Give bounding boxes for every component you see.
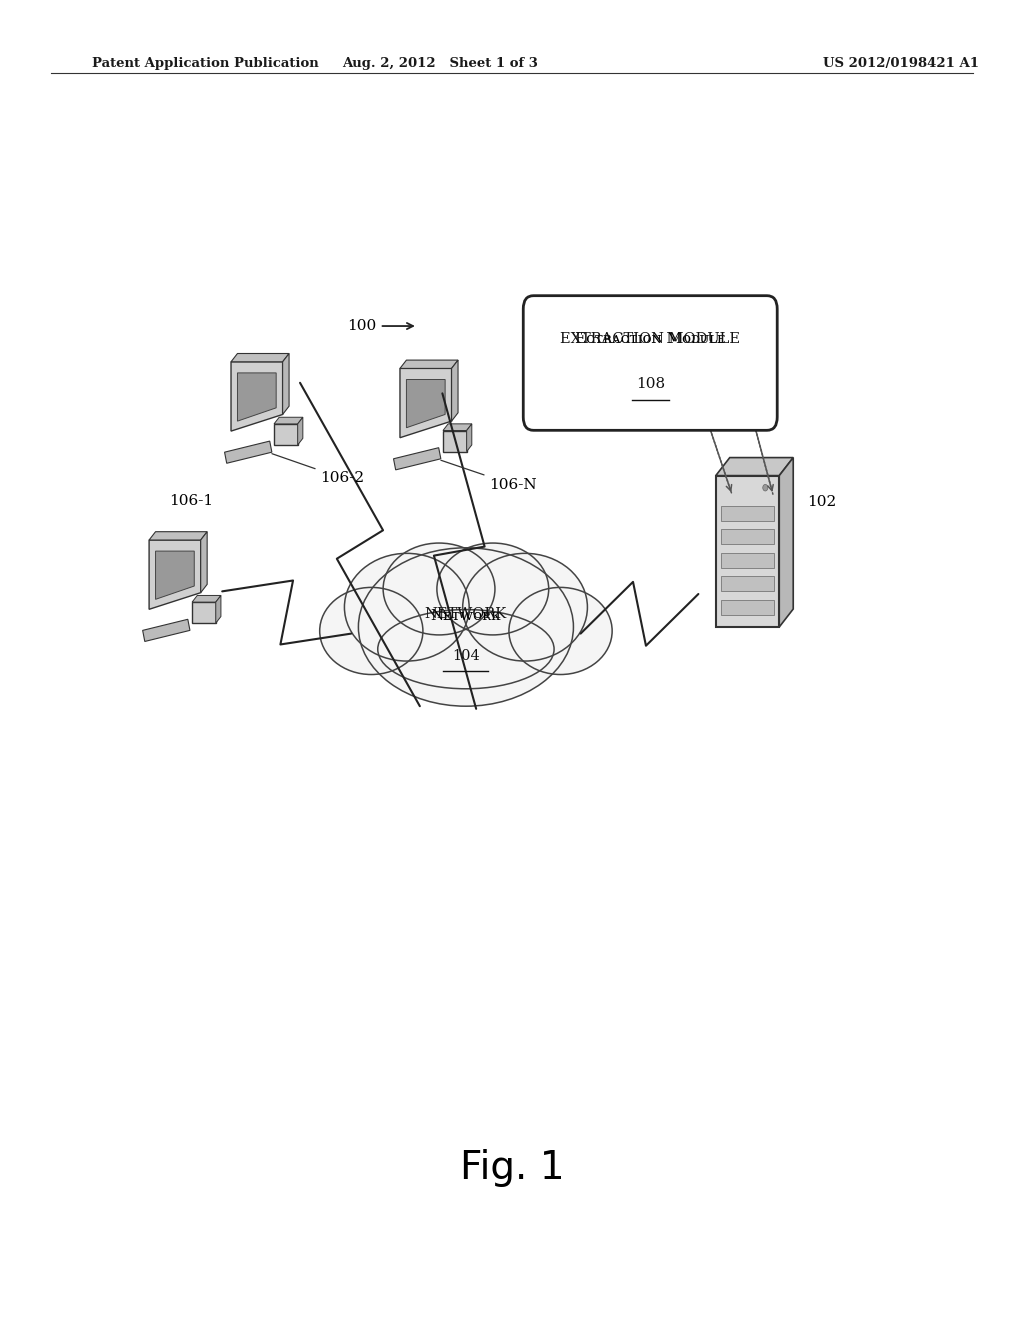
Text: Eᴄᴛʀᴀᴄᴛɪᴏɴ Mᴏᴅᴜʟᴇ: Eᴄᴛʀᴀᴄᴛɪᴏɴ Mᴏᴅᴜʟᴇ xyxy=(575,333,725,346)
Polygon shape xyxy=(231,362,283,432)
Text: 106-N: 106-N xyxy=(441,461,538,492)
Ellipse shape xyxy=(361,550,570,704)
Text: 106-1: 106-1 xyxy=(169,494,213,508)
Polygon shape xyxy=(779,458,794,627)
Text: NETWORK: NETWORK xyxy=(425,607,507,620)
Ellipse shape xyxy=(385,544,494,634)
Bar xyxy=(193,602,216,623)
Polygon shape xyxy=(467,424,472,451)
FancyBboxPatch shape xyxy=(523,296,777,430)
Bar xyxy=(716,475,779,627)
Ellipse shape xyxy=(511,589,610,673)
Polygon shape xyxy=(201,532,207,593)
Circle shape xyxy=(763,484,768,491)
Text: EXTRACTION MODULE: EXTRACTION MODULE xyxy=(560,333,740,346)
Polygon shape xyxy=(156,552,195,599)
Polygon shape xyxy=(407,380,445,428)
Ellipse shape xyxy=(383,543,495,635)
Polygon shape xyxy=(716,458,794,475)
Bar xyxy=(721,506,774,521)
Ellipse shape xyxy=(509,587,612,675)
Polygon shape xyxy=(193,595,221,602)
Text: 100: 100 xyxy=(347,319,413,333)
Bar xyxy=(721,553,774,568)
Ellipse shape xyxy=(344,553,469,661)
Ellipse shape xyxy=(438,544,547,634)
Ellipse shape xyxy=(463,553,588,661)
Text: Patent Application Publication: Patent Application Publication xyxy=(92,57,318,70)
Polygon shape xyxy=(452,360,458,421)
Polygon shape xyxy=(443,424,472,430)
Ellipse shape xyxy=(358,548,573,706)
Text: 108: 108 xyxy=(636,378,665,391)
Polygon shape xyxy=(142,619,190,642)
Ellipse shape xyxy=(380,611,552,688)
Ellipse shape xyxy=(437,543,549,635)
Polygon shape xyxy=(216,595,221,623)
Text: 104: 104 xyxy=(452,649,480,663)
Polygon shape xyxy=(150,540,201,610)
Ellipse shape xyxy=(378,610,554,689)
Polygon shape xyxy=(400,368,452,438)
Bar xyxy=(721,599,774,615)
Polygon shape xyxy=(393,447,440,470)
Text: 106-2: 106-2 xyxy=(272,454,365,486)
Bar xyxy=(274,424,298,445)
Polygon shape xyxy=(238,372,276,421)
Text: Fig. 1: Fig. 1 xyxy=(460,1150,564,1187)
Polygon shape xyxy=(400,360,458,368)
Polygon shape xyxy=(283,354,289,414)
Text: 102: 102 xyxy=(807,495,837,508)
Ellipse shape xyxy=(346,554,467,660)
Bar xyxy=(443,430,467,451)
Bar xyxy=(721,577,774,591)
Polygon shape xyxy=(224,441,272,463)
Text: Aug. 2, 2012   Sheet 1 of 3: Aug. 2, 2012 Sheet 1 of 3 xyxy=(342,57,539,70)
Ellipse shape xyxy=(465,554,586,660)
Ellipse shape xyxy=(319,587,423,675)
Polygon shape xyxy=(298,417,303,445)
Bar xyxy=(721,529,774,544)
Text: Nᴇᴛᴡᴏʀᴋ: Nᴇᴛᴡᴏʀᴋ xyxy=(431,610,501,623)
Polygon shape xyxy=(231,354,289,362)
Text: US 2012/0198421 A1: US 2012/0198421 A1 xyxy=(823,57,979,70)
Polygon shape xyxy=(150,532,207,540)
Ellipse shape xyxy=(322,589,421,673)
Polygon shape xyxy=(274,417,303,424)
